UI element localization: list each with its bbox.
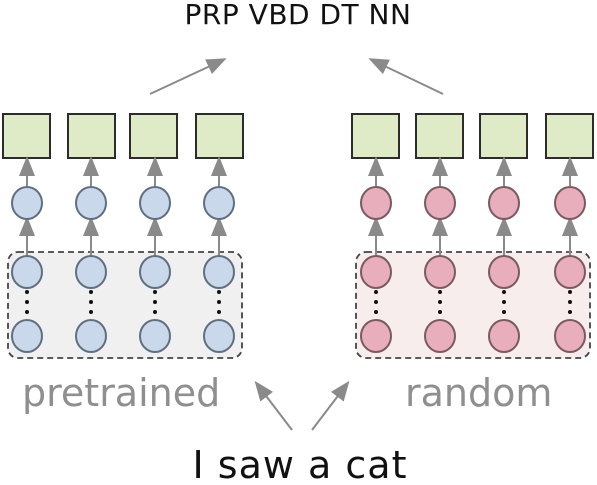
right-stack-ellipses [374, 290, 572, 314]
random-label: random [405, 371, 552, 415]
sentence-text: I saw a cat [193, 443, 408, 485]
right-dot-4b [568, 300, 572, 304]
bottom-right-arrow [311, 380, 350, 431]
right-stack-bottom-node-2 [424, 319, 456, 353]
left-dot-2a [89, 290, 93, 294]
left-stack-bottom-node-4 [203, 319, 235, 353]
right-output-cell-2 [415, 113, 464, 159]
right-output-cell-4 [545, 113, 594, 159]
right-stack-top-node-1 [360, 255, 392, 289]
right-stack-top-node-2 [424, 255, 456, 289]
right-stack-top-node-4 [554, 255, 586, 289]
left-dot-2b [89, 300, 93, 304]
right-mid-nodes [360, 186, 586, 220]
left-dot-3b [153, 300, 157, 304]
left-mid-node-2 [75, 186, 107, 220]
left-stack-ellipses [25, 290, 221, 314]
left-mid-node-1 [11, 186, 43, 220]
right-stack-bottom-node-4 [554, 319, 586, 353]
left-stack-top-node-1 [11, 255, 43, 289]
right-mid-node-3 [488, 186, 520, 220]
right-stack-nodes [360, 255, 586, 353]
left-top-arrow [149, 58, 227, 95]
right-dot-4a [568, 290, 572, 294]
right-output-cells [351, 113, 594, 159]
right-dot-1a [374, 290, 378, 294]
right-mid-node-2 [424, 186, 456, 220]
left-dot-2c [89, 310, 93, 314]
right-dot-1b [374, 300, 378, 304]
left-stack-top-node-2 [75, 255, 107, 289]
left-output-cell-4 [195, 113, 244, 159]
right-output-cell-1 [351, 113, 400, 159]
right-dot-4c [568, 310, 572, 314]
right-top-arrow [368, 58, 444, 95]
random-panel [355, 251, 591, 359]
left-dot-1c [25, 310, 29, 314]
left-stack-top-node-4 [203, 255, 235, 289]
right-dot-2a [438, 290, 442, 294]
left-mid-node-4 [203, 186, 235, 220]
right-dot-3a [502, 290, 506, 294]
left-dot-3c [153, 310, 157, 314]
right-dot-1c [374, 310, 378, 314]
tagset-label: PRP VBD DT NN [185, 0, 412, 31]
pretrained-panel [7, 251, 243, 359]
left-dot-4b [217, 300, 221, 304]
left-dot-3a [153, 290, 157, 294]
right-mid-node-4 [554, 186, 586, 220]
right-arrows [368, 156, 578, 258]
right-stack-top-node-3 [488, 255, 520, 289]
left-output-cell-3 [129, 113, 178, 159]
right-output-cell-3 [479, 113, 528, 159]
left-output-cell-2 [67, 113, 116, 159]
left-stack-bottom-node-2 [75, 319, 107, 353]
left-stack-nodes [11, 255, 235, 353]
right-stack-bottom-node-1 [360, 319, 392, 353]
left-dot-1b [25, 300, 29, 304]
right-mid-node-1 [360, 186, 392, 220]
right-dot-3c [502, 310, 506, 314]
right-dot-2b [438, 300, 442, 304]
left-arrows [19, 156, 227, 258]
right-stack-bottom-node-3 [488, 319, 520, 353]
left-stack-bottom-node-1 [11, 319, 43, 353]
left-output-cell-1 [2, 113, 51, 159]
right-dot-3b [502, 300, 506, 304]
left-dot-4a [217, 290, 221, 294]
left-stack-bottom-node-3 [139, 319, 171, 353]
pretrained-label: pretrained [22, 371, 220, 415]
right-dot-2c [438, 310, 442, 314]
left-output-cells [2, 113, 244, 159]
left-stack-top-node-3 [139, 255, 171, 289]
bottom-left-arrow [254, 380, 293, 431]
left-mid-node-3 [139, 186, 171, 220]
left-mid-nodes [11, 186, 235, 220]
left-dot-1a [25, 290, 29, 294]
left-dot-4c [217, 310, 221, 314]
